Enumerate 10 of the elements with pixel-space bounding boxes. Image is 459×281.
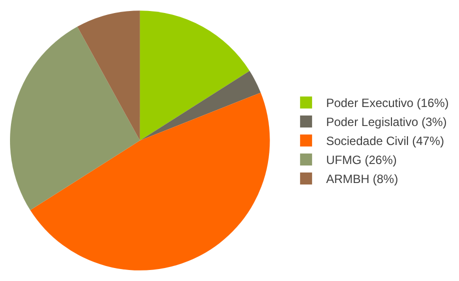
pie-slice bbox=[30, 92, 270, 270]
pie-slice bbox=[77, 10, 140, 140]
legend-label: Poder Executivo (16%) bbox=[326, 96, 449, 110]
legend-label: Poder Legislativo (3%) bbox=[326, 115, 447, 130]
legend-label: Sociedade Civil (47%) bbox=[326, 134, 444, 148]
legend-label: ARMBH (8%) bbox=[326, 172, 398, 186]
legend-label: UFMG (26%) bbox=[326, 153, 397, 168]
pie-slice bbox=[10, 26, 140, 210]
pie-slice bbox=[140, 10, 250, 140]
pie-slice bbox=[140, 70, 261, 140]
